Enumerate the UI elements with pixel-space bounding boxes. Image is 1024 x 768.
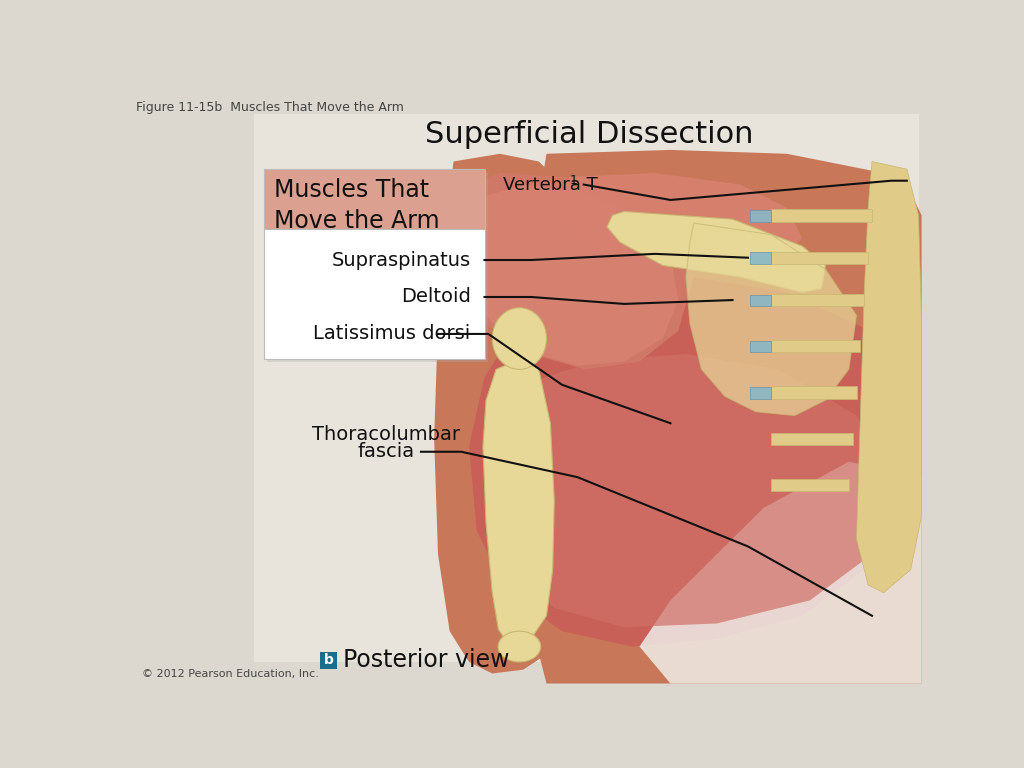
Text: Superficial Dissection: Superficial Dissection: [425, 120, 754, 149]
Bar: [750, 295, 771, 306]
Polygon shape: [483, 358, 554, 645]
Bar: [321, 652, 337, 669]
Bar: [266, 172, 487, 362]
Bar: [771, 209, 872, 221]
Text: fascia: fascia: [357, 442, 415, 462]
Text: b: b: [324, 654, 334, 667]
Text: Latissimus dorsi: Latissimus dorsi: [313, 324, 471, 343]
Bar: [263, 229, 484, 359]
Text: © 2012 Pearson Education, Inc.: © 2012 Pearson Education, Inc.: [142, 668, 318, 678]
Bar: [254, 114, 919, 662]
Polygon shape: [515, 150, 922, 684]
Text: 1: 1: [569, 174, 578, 187]
Ellipse shape: [498, 631, 541, 662]
Text: Vertebra T: Vertebra T: [503, 176, 598, 194]
Text: Thoracolumbar: Thoracolumbar: [312, 425, 460, 445]
Bar: [750, 210, 771, 221]
Text: Muscles That
Move the Arm: Muscles That Move the Arm: [274, 178, 440, 233]
Polygon shape: [454, 184, 678, 366]
Bar: [263, 169, 484, 229]
Bar: [771, 386, 856, 399]
Text: Supraspinatus: Supraspinatus: [332, 250, 471, 270]
Polygon shape: [607, 211, 825, 293]
Polygon shape: [469, 277, 910, 647]
Bar: [771, 340, 860, 353]
Ellipse shape: [493, 308, 547, 369]
Bar: [771, 432, 853, 445]
Bar: [750, 387, 771, 399]
Polygon shape: [686, 223, 856, 415]
Polygon shape: [434, 154, 586, 674]
Polygon shape: [640, 462, 922, 684]
Bar: [750, 341, 771, 353]
Bar: [750, 253, 771, 264]
Polygon shape: [493, 354, 888, 627]
Bar: [771, 294, 864, 306]
Polygon shape: [856, 161, 922, 593]
Text: Posterior view: Posterior view: [343, 648, 510, 673]
Polygon shape: [562, 173, 802, 270]
Bar: [771, 478, 849, 491]
Text: Deltoid: Deltoid: [400, 287, 471, 306]
Polygon shape: [442, 173, 693, 369]
Bar: [771, 252, 868, 264]
Text: Figure 11-15b  Muscles That Move the Arm: Figure 11-15b Muscles That Move the Arm: [136, 101, 403, 114]
